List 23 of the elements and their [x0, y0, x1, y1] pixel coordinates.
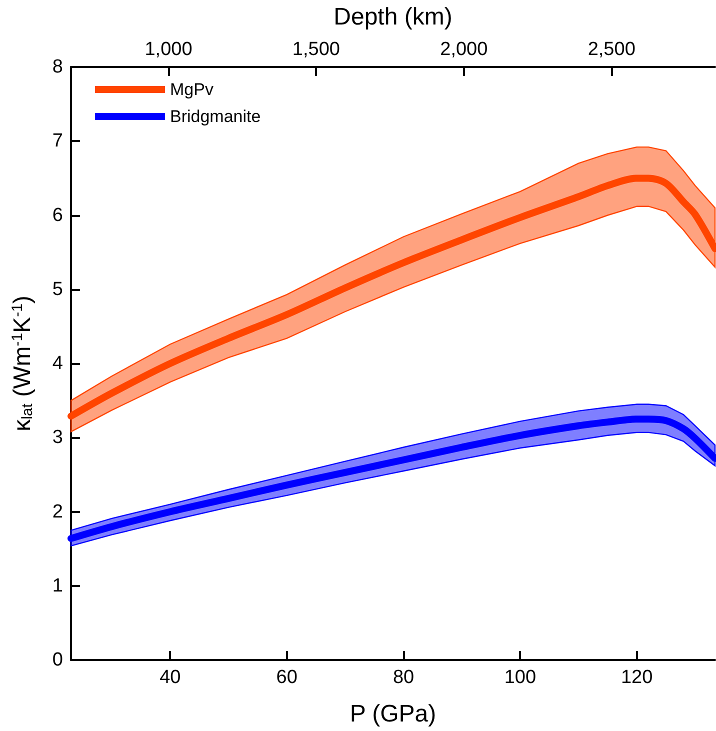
y-tick-label: 8 — [52, 56, 63, 78]
x2-tick-label: 1,000 — [144, 39, 192, 60]
x2-tick-label: 2,500 — [588, 39, 636, 60]
y-tick-label: 4 — [52, 353, 64, 374]
legend-label: MgPv — [170, 80, 214, 99]
x-tick-label: 40 — [160, 667, 181, 688]
x-tick-label: 60 — [276, 667, 298, 688]
y-tick-label: 6 — [52, 204, 63, 226]
x2-tick-label: 2,000 — [440, 39, 488, 60]
legend-label: Bridgmanite — [170, 107, 261, 126]
y-tick-label: 5 — [52, 278, 63, 300]
y-tick-label: 7 — [52, 130, 63, 152]
y-tick-label: 3 — [52, 427, 63, 448]
y-tick-label: 2 — [52, 501, 63, 522]
x2-axis-title: Depth (km) — [334, 4, 452, 30]
y-tick-label: 0 — [52, 650, 63, 670]
x-axis-title: P (GPa) — [350, 700, 436, 728]
y-tick-label: 1 — [52, 575, 63, 596]
x2-tick-label: 1,500 — [292, 39, 340, 60]
x-tick-label: 80 — [392, 667, 414, 688]
y-axis-title: κlat (Wm-1K-1) — [9, 296, 36, 432]
x-tick-label: 100 — [504, 667, 536, 688]
x-tick-label: 120 — [620, 667, 653, 688]
